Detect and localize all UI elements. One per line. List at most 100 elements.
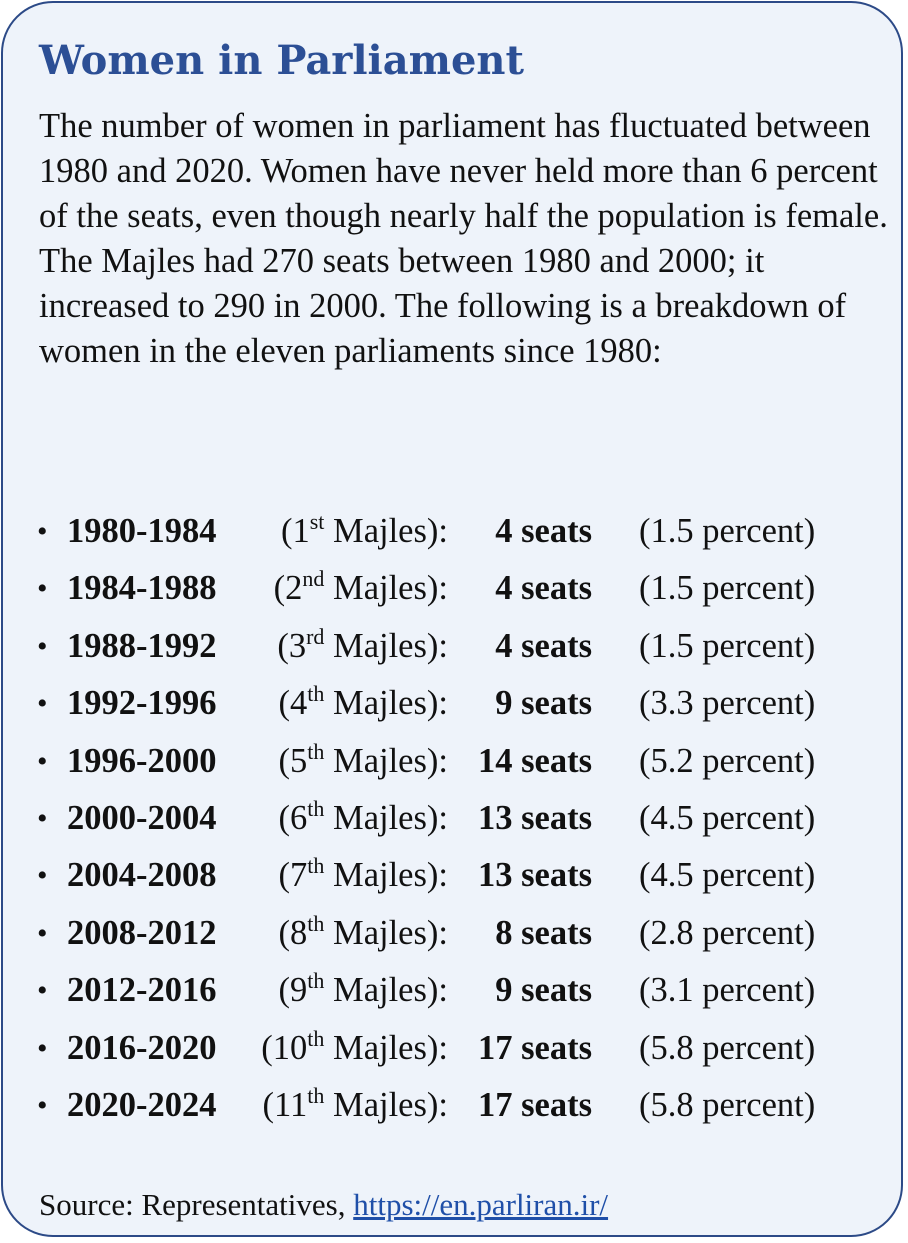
list-item: • 1988-1992 (3rd Majles): 4 seats (1.5 perce… [3, 618, 903, 675]
seats-count: 4 seats [495, 512, 592, 550]
bullet-icon: • [37, 515, 48, 548]
bullet-icon: • [37, 801, 48, 835]
majles-label: (3rd Majles): [277, 623, 448, 665]
source-line: Source: Representatives, https://en.parl… [39, 1183, 608, 1227]
period-label: 2000-2004 [67, 798, 217, 837]
percent-value: (5.8 percent) [639, 1085, 816, 1124]
list-item: • 2012-2016 (9th Majles): 9 seats (3.1 perce… [3, 962, 903, 1019]
majles-label: (9th Majles): [278, 968, 448, 1010]
seats-count: 8 seats [495, 913, 592, 952]
majles-number: 10 [272, 1028, 308, 1067]
majles-word: Majles): [333, 856, 448, 895]
period-label: 2004-2008 [67, 856, 217, 895]
seats-count: 13 seats [477, 798, 592, 837]
majles-number: 3 [288, 626, 307, 665]
bullet-icon: • [37, 572, 48, 606]
source-link[interactable]: https://en.parliran.ir/ [353, 1187, 609, 1222]
bullet-icon: • [37, 744, 48, 778]
list-item: • 2020-2024 (11th Majles): 17 seats (5.8 per… [3, 1077, 903, 1134]
ordinal-suffix: th [307, 968, 325, 994]
majles-number: 11 [274, 1085, 308, 1124]
seats-count: 9 seats [495, 971, 592, 1010]
list-item: • 1980-1984 (1st Majles): 4 seats (1.5 perce… [3, 503, 903, 560]
majles-word: Majles): [333, 1028, 448, 1067]
list-item: • 1992-1996 (4th Majles): 9 seats (3.3 perce… [3, 675, 903, 732]
ordinal-suffix: th [307, 681, 325, 707]
majles-word: Majles): [333, 1085, 448, 1124]
ordinal-suffix: th [307, 910, 325, 936]
seats-count: 13 seats [477, 856, 592, 895]
majles-number: 5 [290, 741, 308, 780]
majles-label: (5th Majles): [278, 738, 448, 780]
ordinal-suffix: rd [306, 623, 325, 649]
list-item: • 2008-2012 (8th Majles): 8 seats (2.8 perce… [3, 905, 903, 962]
bullet-icon: • [37, 687, 48, 721]
majles-number: 4 [290, 684, 308, 723]
majles-label: (1st Majles): [280, 509, 448, 551]
majles-number: 6 [290, 798, 308, 837]
majles-label: (4th Majles): [278, 681, 448, 723]
majles-label: (10th Majles): [261, 1025, 448, 1067]
majles-word: Majles): [333, 913, 448, 952]
bullet-icon: • [37, 1031, 48, 1065]
percent-value: (4.5 percent) [639, 798, 816, 837]
seats-count: 17 seats [477, 1085, 592, 1124]
period-label: 2008-2012 [67, 913, 217, 952]
seats-count: 4 seats [495, 569, 592, 608]
ordinal-suffix: nd [302, 566, 325, 592]
seats-count: 4 seats [495, 626, 592, 665]
ordinal-suffix: th [307, 1025, 325, 1051]
percent-value: (1.5 percent) [639, 512, 816, 550]
majles-label: (8th Majles): [278, 910, 448, 952]
period-label: 1984-1988 [67, 569, 217, 608]
period-label: 1980-1984 [67, 512, 217, 550]
percent-value: (4.5 percent) [639, 856, 816, 895]
seat-list: • 1980-1984 (1st Majles): 4 seats (1.5 perce… [3, 503, 903, 1134]
list-item: • 2000-2004 (6th Majles): 13 seats (4.5 perc… [3, 790, 903, 847]
majles-word: Majles): [333, 569, 448, 608]
list-item: • 2016-2020 (10th Majles): 17 seats (5.8 per… [3, 1020, 903, 1077]
percent-value: (1.5 percent) [639, 569, 816, 608]
majles-number: 9 [290, 971, 308, 1010]
majles-label: (2nd Majles): [273, 566, 448, 608]
seats-count: 9 seats [495, 684, 592, 723]
percent-value: (3.1 percent) [639, 971, 816, 1010]
majles-word: Majles): [333, 741, 448, 780]
majles-label: (7th Majles): [278, 853, 448, 895]
seats-count: 14 seats [477, 741, 592, 780]
period-label: 1988-1992 [67, 626, 217, 665]
percent-value: (5.2 percent) [639, 741, 816, 780]
majles-word: Majles): [333, 971, 448, 1010]
percent-value: (3.3 percent) [639, 684, 816, 723]
majles-word: Majles): [333, 626, 448, 665]
list-item: • 1996-2000 (5th Majles): 14 seats (5.2 perc… [3, 733, 903, 790]
period-label: 2012-2016 [67, 971, 217, 1010]
seats-count: 17 seats [477, 1028, 592, 1067]
ordinal-suffix: st [309, 509, 325, 534]
period-label: 1992-1996 [67, 684, 217, 723]
intro-paragraph: The number of women in parliament has fl… [39, 107, 888, 370]
bullet-icon: • [37, 859, 48, 893]
bullet-icon: • [37, 629, 48, 663]
majles-label: (6th Majles): [278, 795, 448, 837]
majles-number: 7 [290, 856, 308, 895]
source-label: Source: Representatives, [39, 1187, 346, 1222]
majles-number: 8 [290, 913, 308, 952]
card-title: Women in Parliament [39, 37, 524, 84]
ordinal-suffix: th [307, 738, 325, 764]
list-item: • 1984-1988 (2nd Majles): 4 seats (1.5 perce… [3, 560, 903, 617]
period-label: 2020-2024 [67, 1085, 217, 1124]
majles-number: 2 [285, 569, 303, 608]
ordinal-suffix: th [307, 853, 325, 879]
bullet-icon: • [37, 916, 48, 950]
ordinal-suffix: th [307, 1082, 325, 1108]
ordinal-suffix: th [307, 795, 325, 821]
majles-word: Majles): [333, 798, 448, 837]
bullet-icon: • [37, 974, 48, 1008]
period-label: 2016-2020 [67, 1028, 217, 1067]
majles-label: (11th Majles): [262, 1082, 448, 1124]
bullet-icon: • [37, 1088, 48, 1122]
percent-value: (5.8 percent) [639, 1028, 816, 1067]
majles-word: Majles): [333, 684, 448, 723]
